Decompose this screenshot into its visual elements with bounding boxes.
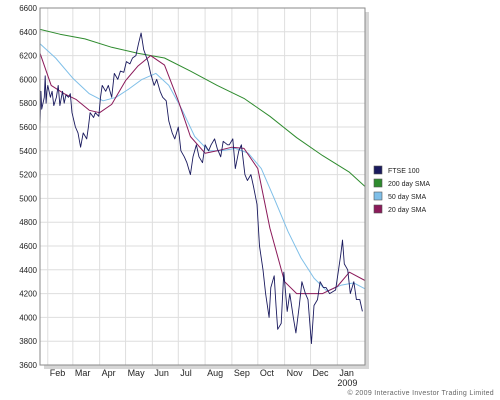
y-tick-label: 5000 xyxy=(19,194,37,203)
series-line-200-day-sma xyxy=(39,28,366,187)
x-tick-label: Feb xyxy=(50,368,66,378)
x-tick-label: Jul xyxy=(180,368,192,378)
y-tick-label: 6600 xyxy=(19,4,37,13)
series-line-20-day-sma xyxy=(39,53,366,295)
plot-area xyxy=(40,8,365,365)
x-tick-label: Sep xyxy=(234,368,250,378)
x-tick-label: Jan xyxy=(339,368,354,378)
y-tick-label: 6200 xyxy=(19,52,37,61)
legend-swatch xyxy=(373,191,383,201)
plot-series xyxy=(39,28,366,345)
x-tick-label: Jun xyxy=(154,368,169,378)
x-tick-label: Oct xyxy=(260,368,275,378)
series-line-ftse-100 xyxy=(39,32,363,345)
y-tick-label: 5200 xyxy=(19,171,37,180)
legend-label: 50 day SMA xyxy=(388,194,426,201)
y-tick-label: 5600 xyxy=(19,123,37,132)
legend-swatch xyxy=(373,204,383,214)
x-tick-label: Apr xyxy=(102,368,116,378)
y-tick-label: 3800 xyxy=(19,337,37,346)
y-tick-label: 6400 xyxy=(19,28,37,37)
axes: 3600 3800 4000 4200 4400 4600 4800 5000 5200 5400… xyxy=(19,4,366,388)
x-tick-label: Nov xyxy=(287,368,304,378)
x-tick-label: Mar xyxy=(75,368,91,378)
y-tick-label: 4800 xyxy=(19,218,37,227)
legend: FTSE 100 200 day SMA 50 day SMA 20 day SMA xyxy=(373,165,430,214)
y-tick-label: 6000 xyxy=(19,75,37,84)
copyright-notice: © 2009 Interactive Investor Trading Limi… xyxy=(347,390,494,397)
y-tick-label: 5400 xyxy=(19,147,37,156)
grid xyxy=(40,7,369,369)
legend-label: 20 day SMA xyxy=(388,207,426,214)
legend-swatch xyxy=(373,178,383,188)
y-tick-label: 4000 xyxy=(19,313,37,322)
legend-swatch xyxy=(373,165,383,175)
legend-label: FTSE 100 xyxy=(388,168,420,175)
plot-border xyxy=(39,7,366,366)
x-year-label: 2009 xyxy=(337,378,357,388)
y-tick-label: 5800 xyxy=(19,99,37,108)
x-tick-label: May xyxy=(128,368,146,378)
y-tick-label: 4200 xyxy=(19,290,37,299)
y-tick-label: 4400 xyxy=(19,266,37,275)
x-tick-label: Dec xyxy=(313,368,330,378)
legend-label: 200 day SMA xyxy=(388,181,430,188)
x-tick-label: Aug xyxy=(207,368,223,378)
y-tick-label: 4600 xyxy=(19,242,37,251)
y-tick-label: 3600 xyxy=(19,361,37,370)
